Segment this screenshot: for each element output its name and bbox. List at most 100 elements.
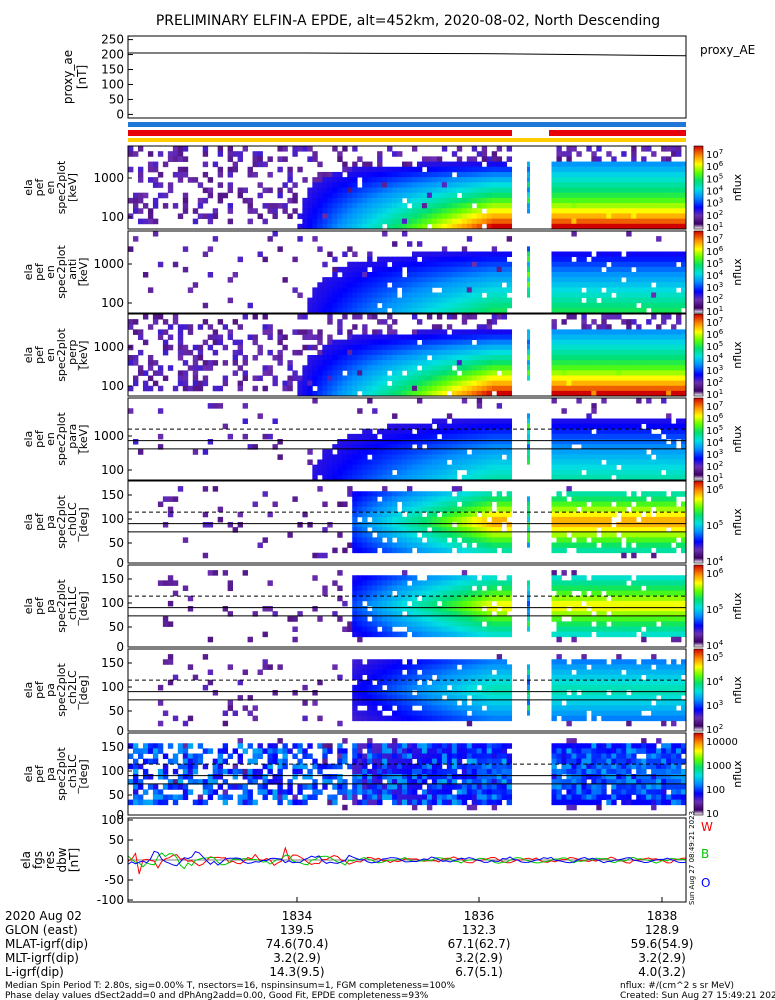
heatmap-cell <box>596 261 602 268</box>
heatmap-cell <box>431 433 438 440</box>
heatmap-cell <box>596 360 602 366</box>
heatmap-cell <box>566 537 572 543</box>
heatmap-cell <box>676 218 682 225</box>
heatmap-cell <box>407 390 413 397</box>
heatmap-cell <box>411 616 418 622</box>
heatmap-cell <box>496 516 503 523</box>
heatmap-cell <box>157 261 164 268</box>
heatmap-cell <box>471 439 478 445</box>
heatmap-cell <box>357 474 363 481</box>
heatmap-cell <box>332 307 338 314</box>
heatmap-cell <box>566 491 572 497</box>
heatmap-cell <box>327 522 333 528</box>
heatmap-cell <box>382 486 388 492</box>
heatmap-cell <box>661 314 667 320</box>
heatmap-cell <box>576 474 582 481</box>
heatmap-cell <box>362 344 368 351</box>
heatmap-cell <box>501 314 508 320</box>
heatmap-cell <box>651 266 657 273</box>
heatmap-cell <box>446 511 453 518</box>
heatmap-cell <box>486 511 493 518</box>
heatmap-cell <box>591 156 597 162</box>
heatmap-cell <box>377 213 383 220</box>
heatmap-cell <box>527 166 530 172</box>
heatmap-cell <box>317 192 323 199</box>
heatmap-cell <box>431 339 438 346</box>
heatmap-cell <box>636 370 642 376</box>
heatmap-cell <box>666 496 672 502</box>
heatmap-cell <box>431 302 438 309</box>
heatmap-cell <box>431 390 438 397</box>
heatmap-cell <box>137 349 144 356</box>
y-axis-label: ela <box>22 264 35 281</box>
heatmap-cell <box>157 370 164 376</box>
heatmap-cell <box>431 223 438 230</box>
heatmap-cell <box>327 302 333 309</box>
heatmap-cell <box>646 527 652 533</box>
heatmap-cell <box>586 334 592 341</box>
heatmap-cell <box>441 197 448 204</box>
heatmap-cell <box>362 444 368 450</box>
heatmap-cell <box>666 218 672 225</box>
heatmap-cell <box>456 590 463 597</box>
heatmap-cell <box>527 203 530 209</box>
heatmap-cell <box>441 575 448 581</box>
heatmap-cell <box>426 292 433 299</box>
heatmap-cell <box>591 287 597 293</box>
heatmap-cell <box>561 319 567 325</box>
heatmap-cell <box>476 611 483 617</box>
heatmap-cell <box>441 542 448 549</box>
heatmap-cell <box>292 256 298 263</box>
heatmap-cell <box>451 449 458 455</box>
heatmap-cell <box>551 161 557 168</box>
heatmap-cell <box>466 511 473 518</box>
heatmap-cell <box>596 496 602 502</box>
heatmap-cell <box>476 329 483 335</box>
heatmap-cell <box>202 511 209 518</box>
heatmap-cell <box>352 261 358 268</box>
heatmap-cell <box>327 192 333 199</box>
heatmap-cell <box>506 418 513 425</box>
heatmap-cell <box>337 439 343 445</box>
heatmap-cell <box>387 511 393 518</box>
heatmap-cell <box>616 282 622 288</box>
heatmap-cell <box>431 580 438 586</box>
heatmap-cell <box>636 218 642 225</box>
heatmap-cell <box>392 413 398 419</box>
heatmap-cell <box>421 428 428 435</box>
heatmap-cell <box>237 511 243 518</box>
heatmap-cell <box>626 266 632 273</box>
heatmap-cell <box>486 355 493 361</box>
heatmap-cell <box>581 423 587 430</box>
heatmap-cell <box>352 606 358 612</box>
heatmap-cell <box>377 444 383 450</box>
heatmap-cell <box>496 506 503 513</box>
heatmap-cell <box>456 439 463 445</box>
heatmap-cell <box>451 464 458 471</box>
heatmap-cell <box>551 277 557 283</box>
heatmap-cell <box>421 156 428 162</box>
heatmap-cell <box>277 329 283 335</box>
heatmap-cell <box>207 177 214 183</box>
heatmap-cell <box>611 261 617 268</box>
heatmap-cell <box>466 156 473 162</box>
heatmap-cell <box>227 146 234 152</box>
heatmap-cell <box>576 272 582 278</box>
heatmap-cell <box>446 439 453 445</box>
colorbar-tick-label: 101 <box>706 472 723 485</box>
heatmap-cell <box>402 547 408 554</box>
heatmap-cell <box>501 344 508 351</box>
heatmap-cell <box>661 501 667 508</box>
heatmap-cell <box>167 187 174 194</box>
heatmap-cell <box>581 527 587 533</box>
heatmap-cell <box>436 370 443 376</box>
heatmap-cell <box>651 496 657 502</box>
heatmap-cell <box>651 390 657 397</box>
heatmap-cell <box>392 454 398 460</box>
heatmap-cell <box>377 256 383 263</box>
heatmap-cell <box>237 192 243 199</box>
heatmap-cell <box>621 380 627 387</box>
heatmap-cell <box>367 344 373 351</box>
heatmap-cell <box>626 256 632 263</box>
heatmap-cell <box>382 266 388 273</box>
